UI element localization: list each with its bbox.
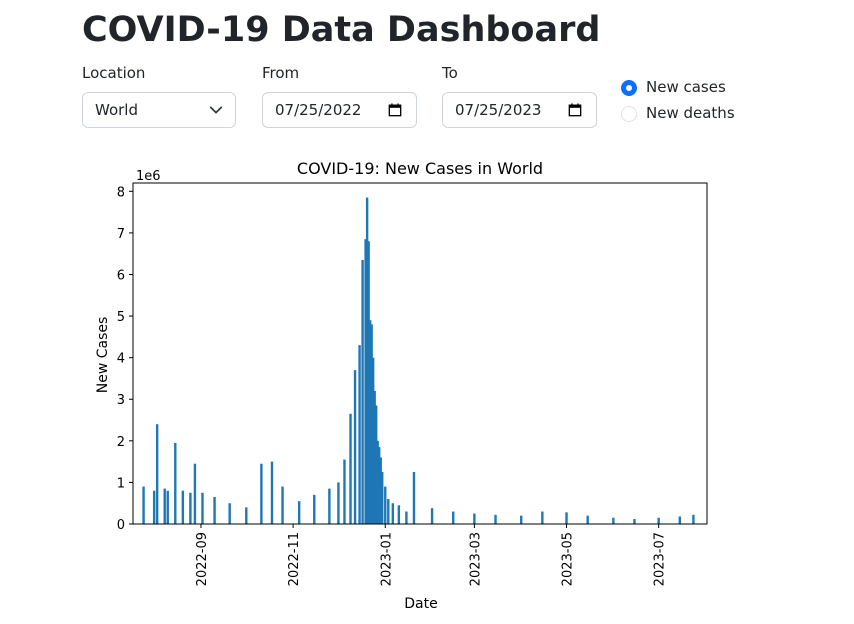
bar	[155, 424, 159, 524]
chevron-down-icon	[209, 106, 223, 114]
bar	[201, 492, 204, 524]
x-axis: 2022-09 2022-11 2023-01 2023-03 2023-05 2023-…	[195, 524, 668, 586]
x-tick-label: 2023-07	[653, 532, 668, 586]
plot-frame	[132, 182, 708, 525]
bar	[245, 507, 248, 524]
radio-button-unselected[interactable]	[621, 106, 637, 122]
y-tick-label: 5	[117, 310, 125, 325]
y-tick-label: 8	[117, 185, 125, 200]
bar	[193, 463, 197, 524]
bar	[337, 482, 340, 524]
bar	[405, 511, 408, 524]
location-label: Location	[82, 64, 146, 82]
bar	[657, 517, 660, 524]
bar	[364, 239, 367, 524]
location-value: World	[95, 101, 138, 119]
bar	[297, 501, 301, 524]
bar	[163, 488, 166, 524]
bar	[452, 511, 455, 524]
bar	[678, 516, 682, 524]
to-date-value: 07/25/2023	[455, 101, 542, 119]
bar	[376, 440, 379, 524]
bar	[494, 514, 497, 524]
bar	[152, 490, 156, 524]
bar	[633, 519, 636, 524]
bar	[384, 486, 387, 524]
y-axis: 0 1 2 3 4 5 6 7 8	[117, 185, 133, 533]
y-tick-label: 1	[117, 476, 125, 491]
bar	[142, 486, 145, 524]
bar	[189, 492, 192, 524]
bar	[391, 503, 395, 524]
bar	[270, 461, 274, 524]
bar	[174, 442, 177, 524]
bar	[612, 517, 615, 524]
x-tick-label: 2023-05	[561, 532, 576, 586]
bar	[565, 512, 568, 524]
bar	[520, 515, 523, 524]
bar	[181, 490, 185, 524]
x-axis-label: Date	[404, 596, 437, 612]
bar	[313, 494, 316, 524]
bar	[365, 197, 369, 525]
radio-label-new-cases[interactable]: New cases	[646, 78, 726, 96]
x-tick-label: 2023-01	[379, 532, 394, 586]
bar	[371, 357, 375, 524]
bar	[367, 241, 370, 524]
bar	[228, 503, 231, 524]
bar	[213, 496, 216, 524]
bar	[430, 508, 434, 524]
to-label: To	[442, 64, 458, 82]
bar	[586, 515, 589, 524]
bar	[373, 390, 376, 524]
from-date-input[interactable]: 07/25/2022	[262, 92, 417, 128]
y-tick-label: 2	[117, 435, 125, 450]
bar	[374, 405, 378, 524]
new-cases-chart: COVID-19: New Cases in World 1e6 0 1 2 3 4 5 6…	[95, 159, 708, 612]
bar	[343, 459, 346, 524]
bar	[412, 472, 416, 524]
y-tick-label: 7	[117, 227, 125, 242]
from-date-value: 07/25/2022	[275, 101, 362, 119]
calendar-icon[interactable]	[388, 103, 402, 117]
bar	[358, 345, 361, 524]
bar	[166, 490, 169, 524]
radio-label-new-deaths[interactable]: New deaths	[646, 104, 735, 122]
radio-button-selected[interactable]	[621, 80, 637, 96]
bar-group	[142, 197, 695, 525]
bar	[260, 463, 263, 524]
x-tick-label: 2023-03	[468, 532, 483, 586]
bar	[378, 447, 381, 524]
y-axis-multiplier: 1e6	[136, 169, 161, 184]
x-tick-label: 2022-09	[195, 532, 210, 586]
bar	[361, 259, 364, 524]
bar	[397, 505, 401, 524]
bar	[281, 486, 284, 524]
location-select[interactable]: World	[82, 92, 236, 128]
bar	[541, 511, 544, 524]
bar	[381, 472, 384, 524]
bar	[370, 324, 373, 524]
bar	[368, 320, 372, 524]
bar	[328, 488, 331, 524]
x-tick-label: 2022-11	[287, 532, 302, 586]
y-tick-label: 3	[117, 393, 125, 408]
bar	[353, 370, 357, 524]
bar	[692, 514, 695, 524]
bar	[379, 457, 382, 524]
bar	[349, 413, 352, 524]
calendar-icon[interactable]	[568, 103, 582, 117]
y-tick-label: 6	[117, 268, 125, 283]
bar	[387, 499, 390, 524]
chart-title: COVID-19: New Cases in World	[297, 159, 543, 178]
from-label: From	[262, 64, 300, 82]
y-axis-label: New Cases	[95, 317, 111, 394]
y-tick-label: 4	[117, 352, 125, 367]
y-tick-label: 0	[117, 518, 125, 533]
bar	[473, 513, 476, 524]
to-date-input[interactable]: 07/25/2023	[442, 92, 597, 128]
page-title: COVID-19 Data Dashboard	[82, 10, 601, 50]
